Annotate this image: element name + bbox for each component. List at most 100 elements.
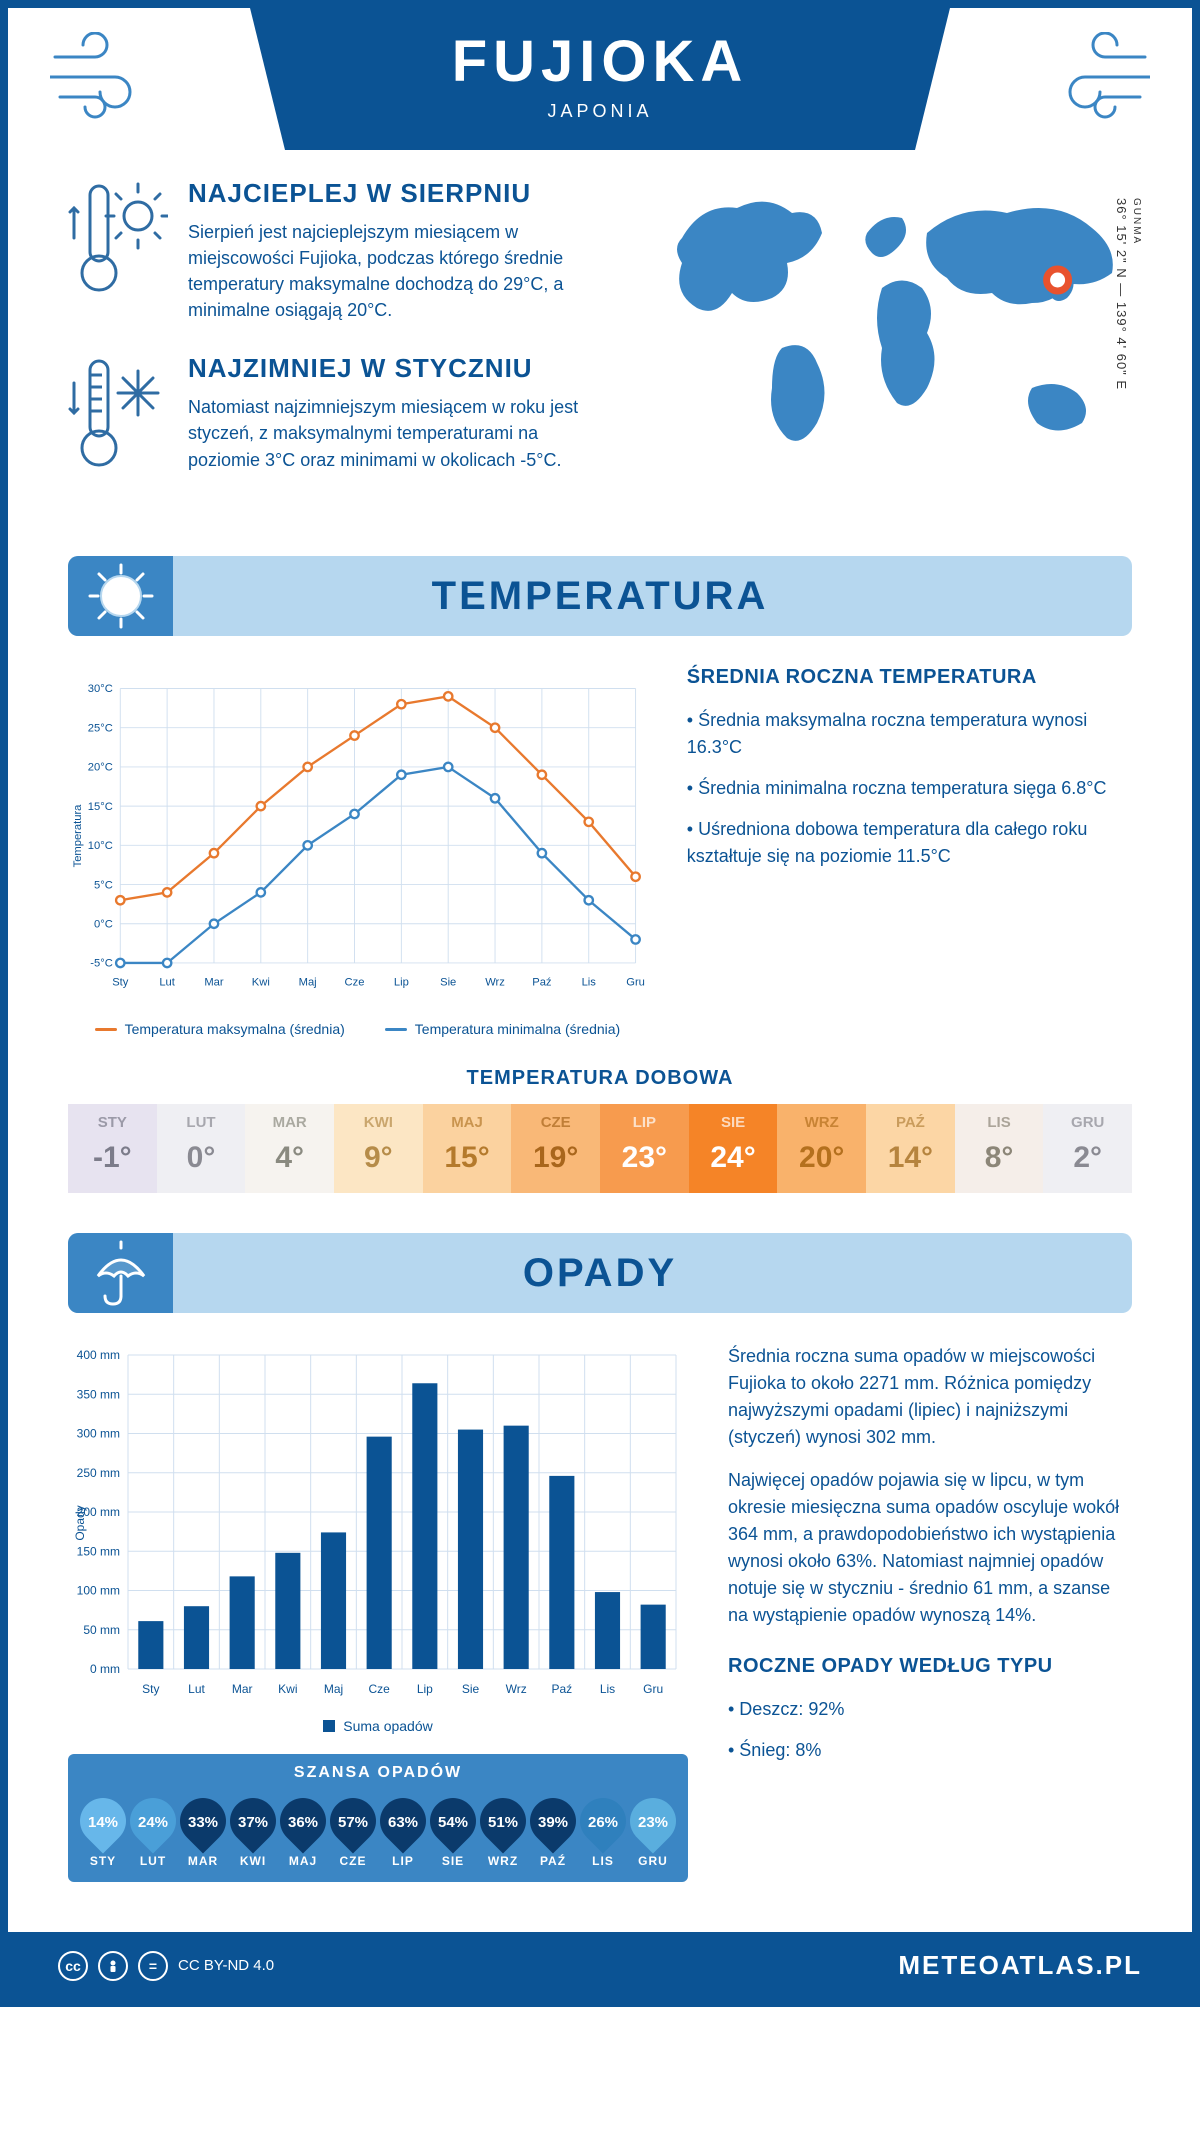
daily-month-label: LIP: [600, 1114, 689, 1131]
chance-month: LIP: [378, 1854, 428, 1868]
city-title: FUJIOKA: [250, 28, 950, 95]
daily-month-value: 15°: [423, 1141, 512, 1175]
svg-text:Cze: Cze: [345, 977, 365, 989]
temp-side-title: ŚREDNIA ROCZNA TEMPERATURA: [687, 666, 1132, 689]
nd-icon: =: [138, 1951, 168, 1981]
chance-pct: 33%: [178, 1814, 228, 1831]
temperature-line-chart: -5°C0°C5°C10°C15°C20°C25°C30°CStyLutMarK…: [68, 666, 647, 1037]
daily-month-value: 20°: [777, 1141, 866, 1175]
raindrop-icon: 51%: [478, 1792, 528, 1848]
chance-drop-cell: 51%WRZ: [478, 1792, 528, 1868]
daily-temp-cell: PAŹ14°: [866, 1104, 955, 1193]
chance-pct: 63%: [378, 1814, 428, 1831]
daily-month-value: 9°: [334, 1141, 423, 1175]
raindrop-icon: 36%: [278, 1792, 328, 1848]
precip-chart-legend: Suma opadów: [68, 1718, 688, 1734]
svg-text:0 mm: 0 mm: [90, 1662, 120, 1676]
precip-bar-chart: 0 mm50 mm100 mm150 mm200 mm250 mm300 mm3…: [68, 1343, 688, 1882]
svg-text:Lis: Lis: [600, 1682, 615, 1696]
chance-month: PAŹ: [528, 1854, 578, 1868]
daily-temp-cell: MAJ15°: [423, 1104, 512, 1193]
svg-text:350 mm: 350 mm: [77, 1388, 120, 1402]
chance-pct: 51%: [478, 1814, 528, 1831]
svg-text:15°C: 15°C: [88, 801, 113, 813]
daily-temp-cell: LUT0°: [157, 1104, 246, 1193]
chance-month: KWI: [228, 1854, 278, 1868]
footer-brand: METEOATLAS.PL: [898, 1950, 1142, 1981]
svg-text:300 mm: 300 mm: [77, 1427, 120, 1441]
chance-pct: 39%: [528, 1814, 578, 1831]
region: GUNMA: [1131, 198, 1142, 245]
precip-para-1: Średnia roczna suma opadów w miejscowośc…: [728, 1343, 1132, 1451]
daily-month-label: CZE: [511, 1114, 600, 1131]
daily-month-value: 24°: [689, 1141, 778, 1175]
svg-text:20°C: 20°C: [88, 762, 113, 774]
chance-month: LUT: [128, 1854, 178, 1868]
daily-temp-cell: WRZ 20°: [777, 1104, 866, 1193]
chance-drop-cell: 54%SIE: [428, 1792, 478, 1868]
daily-temp-cell: CZE19°: [511, 1104, 600, 1193]
svg-text:Sty: Sty: [142, 1682, 159, 1696]
daily-month-value: 2°: [1043, 1141, 1132, 1175]
legend-min: Temperatura minimalna (średnia): [415, 1021, 620, 1037]
chance-pct: 36%: [278, 1814, 328, 1831]
umbrella-icon: [68, 1233, 173, 1313]
hottest-fact: NAJCIEPLEJ W SIERPNIU Sierpień jest najc…: [68, 178, 612, 323]
chance-drop-cell: 26% LIS: [578, 1792, 628, 1868]
daily-month-label: LUT: [157, 1114, 246, 1131]
daily-temp-cell: KWI 9°: [334, 1104, 423, 1193]
chance-month: MAR: [178, 1854, 228, 1868]
raindrop-icon: 33%: [178, 1792, 228, 1848]
temperature-section-header: TEMPERATURA: [68, 556, 1132, 636]
svg-text:50 mm: 50 mm: [83, 1623, 120, 1637]
intro-row: NAJCIEPLEJ W SIERPNIU Sierpień jest najc…: [68, 178, 1132, 516]
chance-pct: 57%: [328, 1814, 378, 1831]
svg-text:Sty: Sty: [112, 977, 129, 989]
daily-month-label: SIE: [689, 1114, 778, 1131]
hot-fact-title: NAJCIEPLEJ W SIERPNIU: [188, 178, 608, 209]
wind-icon: [1040, 32, 1150, 138]
precip-type-2: • Śnieg: 8%: [728, 1737, 1132, 1764]
chance-month: GRU: [628, 1854, 678, 1868]
daily-temp-cell: MAR4°: [245, 1104, 334, 1193]
precip-type-title: ROCZNE OPADY WEDŁUG TYPU: [728, 1655, 1132, 1678]
svg-text:Lut: Lut: [159, 977, 175, 989]
chance-title: SZANSA OPADÓW: [78, 1764, 678, 1782]
daily-temp-cell: SIE 24°: [689, 1104, 778, 1193]
license-block: cc = CC BY-ND 4.0: [58, 1951, 274, 1981]
daily-temp-cell: LIS8°: [955, 1104, 1044, 1193]
raindrop-icon: 54%: [428, 1792, 478, 1848]
svg-text:Paź: Paź: [532, 977, 552, 989]
precip-title: OPADY: [523, 1251, 677, 1296]
svg-text:250 mm: 250 mm: [77, 1466, 120, 1480]
daily-month-value: 14°: [866, 1141, 955, 1175]
chance-drop-cell: 24%LUT: [128, 1792, 178, 1868]
svg-text:Temperatura: Temperatura: [72, 804, 84, 868]
wind-icon: [50, 32, 160, 138]
daily-month-label: KWI: [334, 1114, 423, 1131]
chance-month: CZE: [328, 1854, 378, 1868]
raindrop-icon: 63%: [378, 1792, 428, 1848]
daily-month-label: WRZ: [777, 1114, 866, 1131]
chance-month: LIS: [578, 1854, 628, 1868]
daily-temp-cell: GRU2°: [1043, 1104, 1132, 1193]
precip-section-header: OPADY: [68, 1233, 1132, 1313]
chance-drop-cell: 33% MAR: [178, 1792, 228, 1868]
precip-summary: Średnia roczna suma opadów w miejscowośc…: [728, 1343, 1132, 1882]
by-icon: [98, 1951, 128, 1981]
chance-pct: 23%: [628, 1814, 678, 1831]
thermometer-hot-icon: [68, 178, 168, 323]
title-banner: FUJIOKA JAPONIA: [250, 8, 950, 150]
page-header: FUJIOKA JAPONIA: [8, 8, 1192, 148]
chance-drop-cell: 63% LIP: [378, 1792, 428, 1868]
svg-text:Lut: Lut: [188, 1682, 205, 1696]
hot-fact-text: Sierpień jest najcieplejszym miesiącem w…: [188, 219, 608, 323]
legend-precip: Suma opadów: [343, 1718, 433, 1734]
svg-text:100 mm: 100 mm: [77, 1584, 120, 1598]
raindrop-icon: 57%: [328, 1792, 378, 1848]
chance-pct: 26%: [578, 1814, 628, 1831]
svg-text:Maj: Maj: [324, 1682, 343, 1696]
raindrop-icon: 37%: [228, 1792, 278, 1848]
world-map: GUNMA 36° 15' 2" N — 139° 4' 60" E: [652, 178, 1132, 516]
raindrop-icon: 14%: [78, 1792, 128, 1848]
